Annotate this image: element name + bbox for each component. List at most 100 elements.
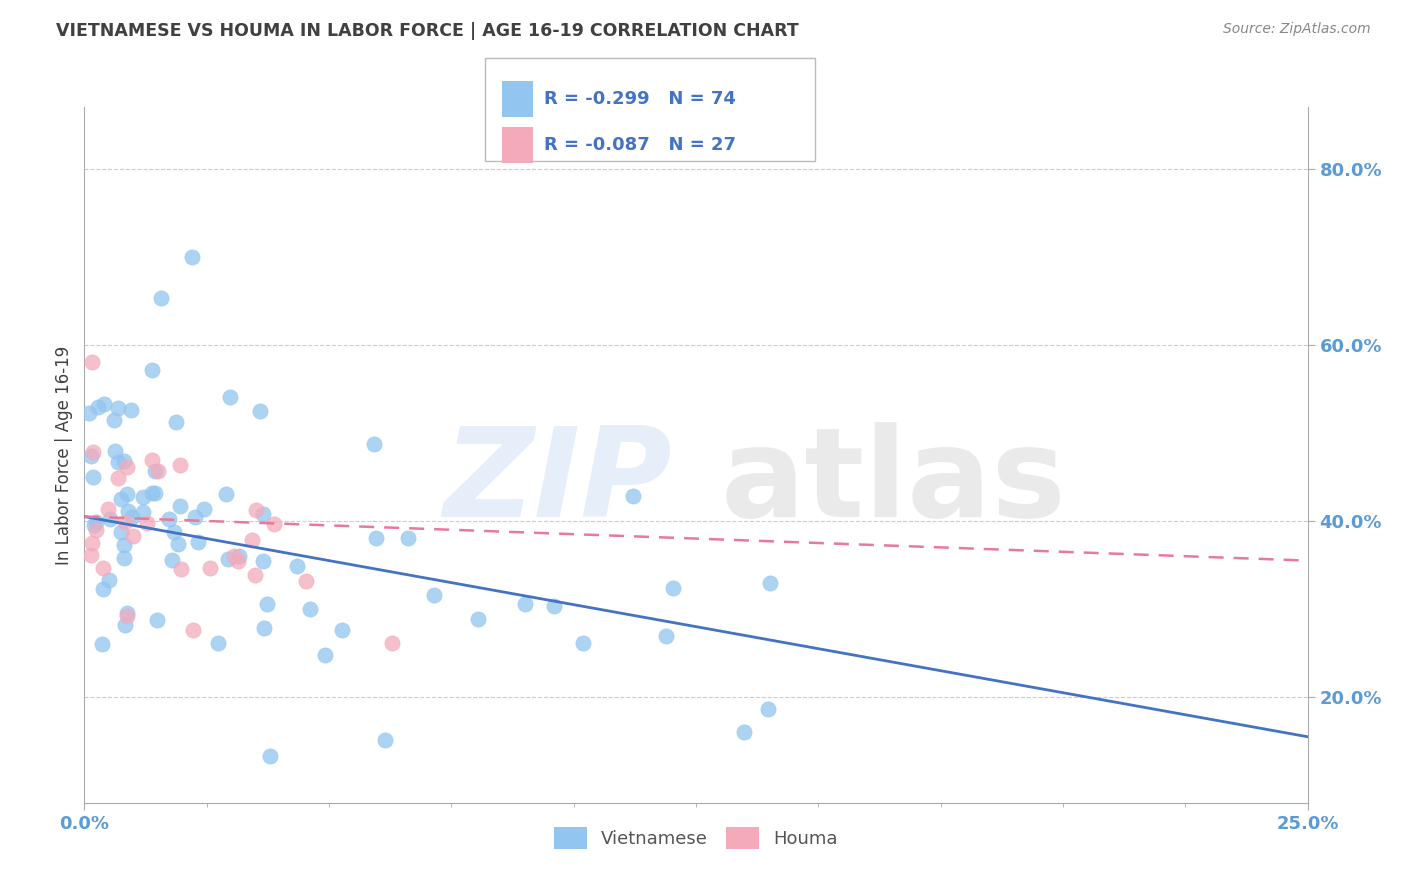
Text: atlas: atlas bbox=[720, 422, 1066, 543]
Point bbox=[121, 509, 143, 524]
Point bbox=[228, 549, 250, 564]
Point bbox=[198, 561, 221, 575]
Point bbox=[215, 486, 238, 500]
Point bbox=[103, 412, 125, 426]
Point bbox=[226, 554, 249, 568]
Point bbox=[245, 502, 267, 516]
Point bbox=[83, 517, 105, 532]
Point bbox=[80, 449, 103, 463]
Point bbox=[543, 599, 565, 613]
Point bbox=[513, 597, 536, 611]
Point bbox=[120, 403, 142, 417]
Point bbox=[662, 581, 685, 595]
Point bbox=[112, 538, 135, 552]
Point bbox=[193, 501, 215, 516]
Point bbox=[82, 445, 104, 459]
Point bbox=[146, 613, 169, 627]
Point bbox=[169, 500, 191, 514]
Point bbox=[295, 574, 318, 588]
Point bbox=[165, 415, 187, 429]
Point bbox=[114, 515, 136, 529]
Text: Source: ZipAtlas.com: Source: ZipAtlas.com bbox=[1223, 22, 1371, 37]
Point bbox=[314, 648, 336, 662]
Point bbox=[467, 612, 489, 626]
Point bbox=[756, 701, 779, 715]
Text: R = -0.087   N = 27: R = -0.087 N = 27 bbox=[544, 136, 737, 154]
Point bbox=[253, 621, 276, 635]
Point bbox=[115, 608, 138, 623]
Point bbox=[181, 624, 204, 638]
Point bbox=[249, 404, 271, 418]
Point bbox=[330, 624, 353, 638]
Point bbox=[84, 523, 107, 537]
Point bbox=[374, 732, 396, 747]
Point bbox=[77, 406, 100, 420]
Point bbox=[132, 504, 155, 518]
Point bbox=[217, 552, 239, 566]
Point bbox=[121, 529, 143, 543]
Point bbox=[80, 536, 103, 550]
Point bbox=[98, 512, 121, 526]
Point bbox=[117, 504, 139, 518]
Point bbox=[82, 355, 104, 369]
Point bbox=[222, 549, 245, 563]
Y-axis label: In Labor Force | Age 16-19: In Labor Force | Age 16-19 bbox=[55, 345, 73, 565]
Point bbox=[733, 724, 755, 739]
Point bbox=[91, 637, 114, 651]
Point bbox=[145, 486, 167, 500]
Point bbox=[143, 464, 166, 478]
Point bbox=[79, 548, 101, 562]
Point bbox=[285, 558, 308, 573]
Text: R = -0.299   N = 74: R = -0.299 N = 74 bbox=[544, 90, 735, 108]
Point bbox=[141, 486, 163, 500]
Point bbox=[110, 492, 132, 507]
Point bbox=[655, 629, 678, 643]
Point bbox=[98, 574, 121, 588]
Text: ZIP: ZIP bbox=[443, 422, 672, 543]
Point bbox=[363, 437, 385, 451]
Point bbox=[572, 636, 595, 650]
Point bbox=[146, 464, 169, 478]
Point bbox=[166, 537, 188, 551]
Point bbox=[91, 582, 114, 596]
Point bbox=[115, 606, 138, 620]
Point bbox=[396, 532, 419, 546]
Point bbox=[219, 390, 242, 404]
Point bbox=[136, 516, 159, 530]
Point bbox=[366, 531, 388, 545]
Point bbox=[298, 601, 321, 615]
Point bbox=[243, 567, 266, 582]
Point bbox=[181, 250, 204, 264]
Point bbox=[114, 617, 136, 632]
Point bbox=[252, 554, 274, 568]
Point bbox=[184, 509, 207, 524]
Point bbox=[110, 524, 132, 539]
Point bbox=[115, 487, 138, 501]
Point bbox=[97, 501, 120, 516]
Point bbox=[117, 460, 139, 475]
Point bbox=[132, 490, 155, 504]
Point bbox=[169, 458, 191, 473]
Point bbox=[170, 562, 193, 576]
Point bbox=[256, 597, 278, 611]
Legend: Vietnamese, Houma: Vietnamese, Houma bbox=[547, 820, 845, 856]
Point bbox=[82, 469, 104, 483]
Point bbox=[150, 291, 173, 305]
Point bbox=[157, 511, 180, 525]
Point bbox=[104, 443, 127, 458]
Point bbox=[112, 551, 135, 566]
Text: VIETNAMESE VS HOUMA IN LABOR FORCE | AGE 16-19 CORRELATION CHART: VIETNAMESE VS HOUMA IN LABOR FORCE | AGE… bbox=[56, 22, 799, 40]
Point bbox=[381, 636, 404, 650]
Point bbox=[141, 362, 163, 376]
Point bbox=[259, 748, 281, 763]
Point bbox=[93, 397, 115, 411]
Point bbox=[187, 535, 209, 549]
Point bbox=[263, 516, 285, 531]
Point bbox=[107, 401, 129, 415]
Point bbox=[621, 489, 644, 503]
Point bbox=[107, 471, 129, 485]
Point bbox=[91, 561, 114, 575]
Point bbox=[107, 454, 129, 468]
Point bbox=[242, 533, 264, 547]
Point bbox=[252, 507, 274, 521]
